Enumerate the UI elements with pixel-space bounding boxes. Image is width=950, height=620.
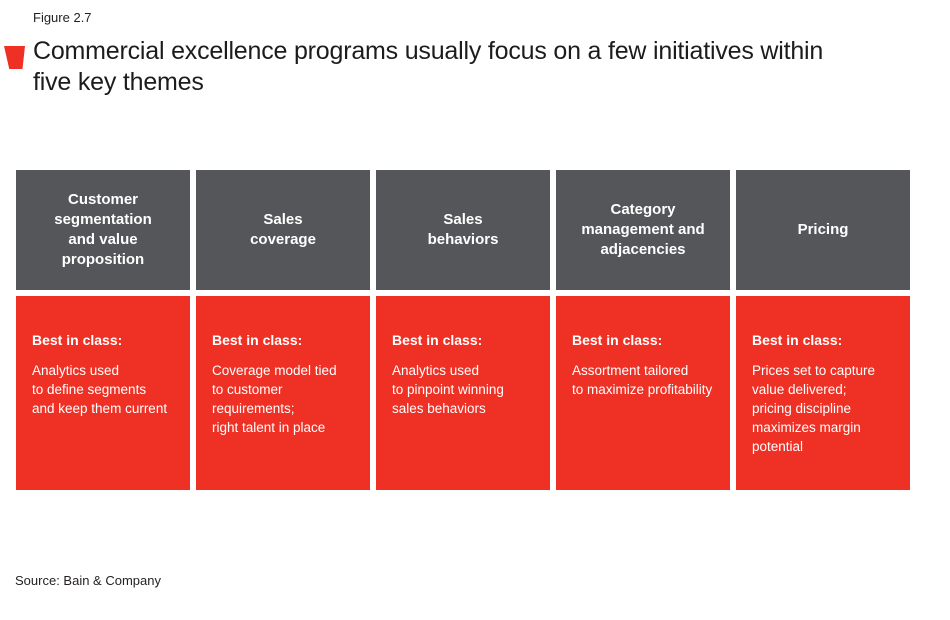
theme-header-sales-coverage: Sales coverage: [196, 170, 370, 290]
figure-title: Commercial excellence programs usually f…: [33, 37, 824, 96]
theme-column-sales-behaviors: Sales behaviors Best in class: Analytics…: [376, 170, 550, 490]
best-in-class-label: Best in class:: [32, 332, 123, 348]
best-in-class-text: Analytics used to define segments and ke…: [32, 363, 168, 416]
source-note: Source: Bain & Company: [15, 573, 161, 588]
theme-column-sales-coverage: Sales coverage Best in class: Coverage m…: [196, 170, 370, 490]
best-in-class-text: Prices set to capture value delivered; p…: [752, 363, 876, 454]
best-in-class-text: Assortment tailored to maximize profitab…: [572, 363, 713, 397]
theme-body-pricing: Best in class: Prices set to capture val…: [736, 296, 910, 490]
theme-body-sales-behaviors: Best in class: Analytics used to pinpoin…: [376, 296, 550, 490]
best-in-class-label: Best in class:: [752, 332, 843, 348]
theme-header-customer-segmentation: Customer segmentation and value proposit…: [16, 170, 190, 290]
theme-header-pricing: Pricing: [736, 170, 910, 290]
theme-column-customer-segmentation: Customer segmentation and value proposit…: [16, 170, 190, 490]
theme-body-category-management: Best in class: Assortment tailored to ma…: [556, 296, 730, 490]
themes-grid: Customer segmentation and value proposit…: [16, 170, 910, 490]
theme-header-sales-behaviors: Sales behaviors: [376, 170, 550, 290]
best-in-class-label: Best in class:: [212, 332, 303, 348]
theme-column-category-management: Category management and adjacencies Best…: [556, 170, 730, 490]
best-in-class-label: Best in class:: [392, 332, 483, 348]
theme-header-category-management: Category management and adjacencies: [556, 170, 730, 290]
best-in-class-text: Analytics used to pinpoint winning sales…: [392, 363, 504, 416]
theme-body-sales-coverage: Best in class: Coverage model tied to cu…: [196, 296, 370, 490]
figure-number-label: Figure 2.7: [33, 10, 92, 25]
best-in-class-label: Best in class:: [572, 332, 663, 348]
theme-column-pricing: Pricing Best in class: Prices set to cap…: [736, 170, 910, 490]
theme-body-customer-segmentation: Best in class: Analytics used to define …: [16, 296, 190, 490]
best-in-class-text: Coverage model tied to customer requirem…: [212, 363, 337, 435]
bain-flag-icon: [4, 46, 25, 69]
